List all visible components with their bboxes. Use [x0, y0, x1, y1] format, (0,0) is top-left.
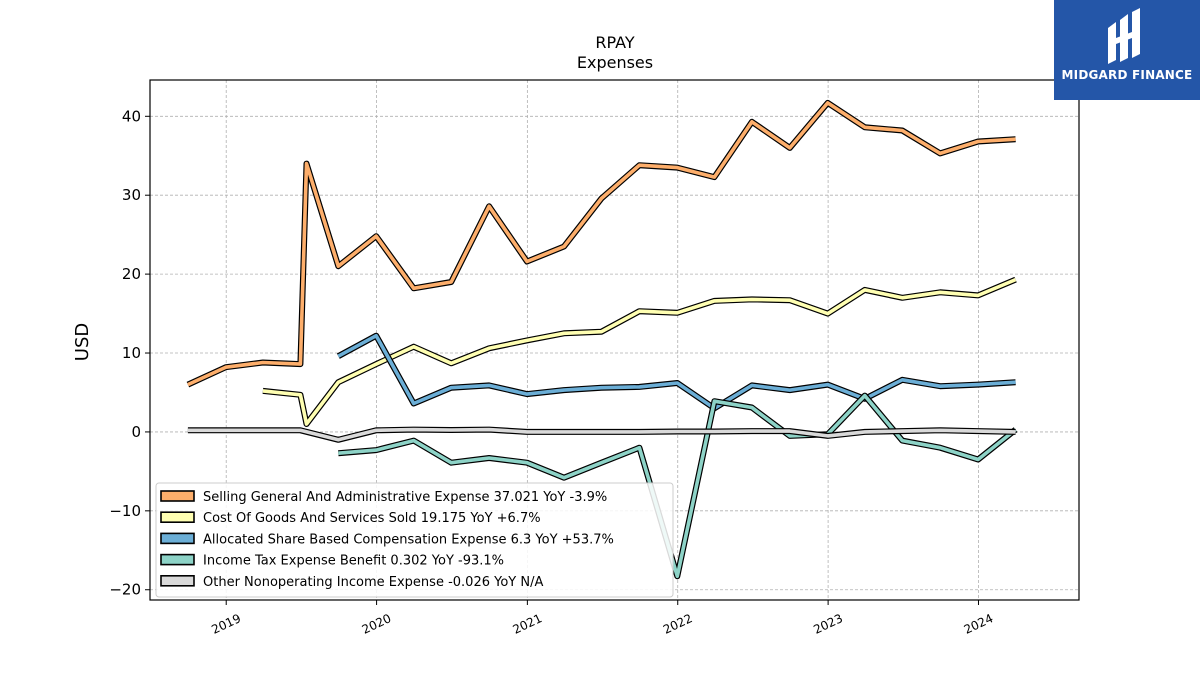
chart-subtitle: Expenses — [577, 53, 653, 72]
legend-box — [155, 482, 674, 598]
legend-label: Cost Of Goods And Services Sold 19.175 Y… — [203, 511, 541, 526]
series-line-2 — [262, 276, 1017, 427]
series-line-1 — [186, 99, 1016, 388]
y-tick-label: 0 — [131, 423, 141, 441]
series-line-4 — [338, 392, 1018, 580]
y-tick-label: 30 — [122, 186, 141, 204]
legend-item: Cost Of Goods And Services Sold 19.175 Y… — [160, 511, 541, 526]
legend-swatch — [160, 532, 195, 545]
legend-swatch — [160, 511, 195, 524]
watermark-brand: MIDGARD FINANCE — [1061, 68, 1193, 82]
legend-item: Allocated Share Based Compensation Expen… — [160, 532, 614, 547]
chart-title: RPAY — [595, 33, 634, 52]
legend: Selling General And Administrative Expen… — [155, 482, 674, 598]
y-tick-label: 20 — [122, 265, 141, 283]
legend-item: Other Nonoperating Income Expense -0.026… — [160, 574, 543, 590]
series-line-stroke — [187, 101, 1016, 387]
legend-item: Selling General And Administrative Expen… — [160, 490, 607, 505]
series-line-stroke — [187, 427, 1016, 442]
legend-swatch — [160, 553, 195, 566]
series-line-stroke — [338, 393, 1017, 579]
plot-frame — [149, 79, 1080, 601]
legend-label: Other Nonoperating Income Expense -0.026… — [203, 575, 543, 590]
y-axis-label: USD — [72, 323, 93, 361]
legend-item: Income Tax Expense Benefit 0.302 YoY -93… — [160, 553, 504, 569]
legend-swatch — [160, 490, 195, 502]
midgard-logo-icon — [1108, 8, 1140, 64]
series-line-stroke — [262, 277, 1017, 426]
legend-swatch — [160, 574, 195, 587]
series-line-stroke — [337, 333, 1016, 411]
y-tick-label: 10 — [122, 344, 141, 362]
legend-label: Allocated Share Based Compensation Expen… — [203, 532, 614, 547]
legend-label: Income Tax Expense Benefit 0.302 YoY -93… — [203, 554, 504, 569]
y-tick-label: 40 — [122, 107, 141, 125]
y-tick-label: −10 — [109, 502, 141, 520]
series-line-5 — [187, 426, 1016, 443]
y-tick-label: −20 — [109, 581, 141, 599]
series-line-3 — [336, 332, 1016, 412]
legend-label: Selling General And Administrative Expen… — [203, 490, 607, 505]
y-axis: −20 −10 0 10 20 30 40 — [109, 107, 150, 599]
watermark-logo: MIDGARD FINANCE — [1054, 0, 1200, 100]
series-layer — [186, 99, 1018, 580]
